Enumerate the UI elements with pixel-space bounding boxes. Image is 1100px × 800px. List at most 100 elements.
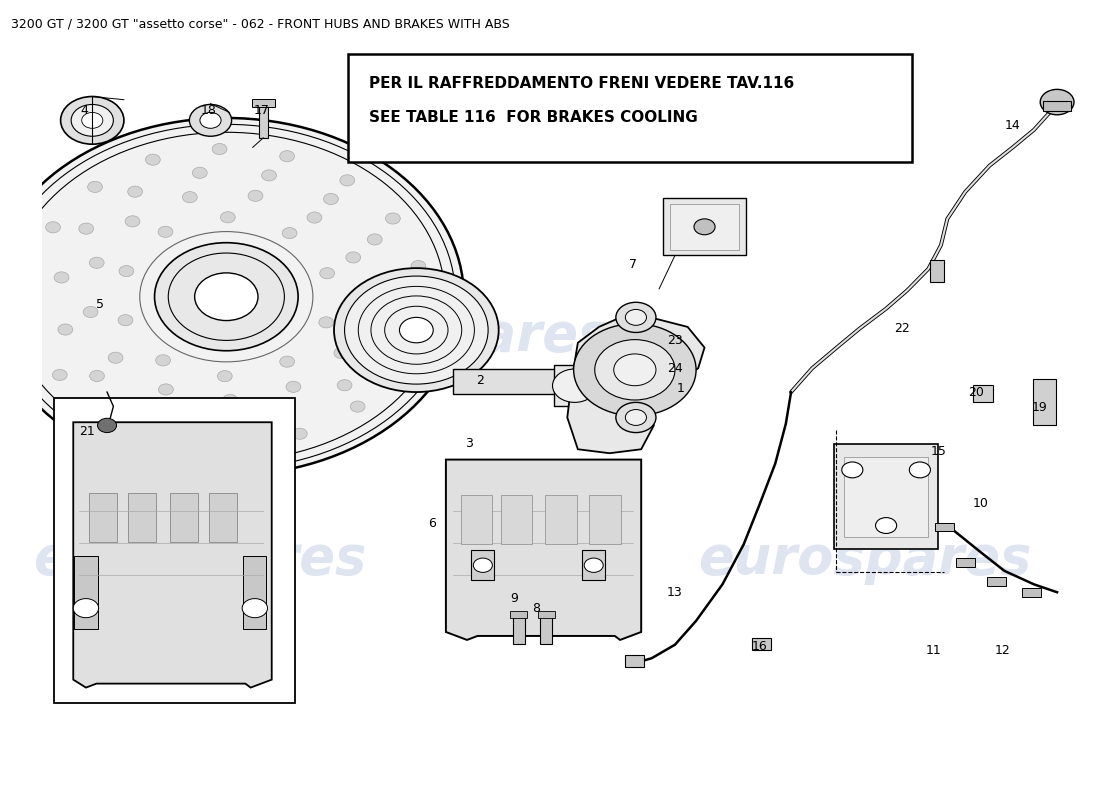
Circle shape bbox=[189, 105, 232, 136]
Circle shape bbox=[58, 324, 73, 335]
Circle shape bbox=[158, 384, 174, 395]
Bar bbox=[1022, 588, 1042, 597]
Bar bbox=[129, 493, 155, 542]
Circle shape bbox=[74, 598, 99, 618]
Text: 19: 19 bbox=[1032, 402, 1047, 414]
Circle shape bbox=[350, 401, 365, 412]
Circle shape bbox=[226, 439, 241, 450]
Circle shape bbox=[192, 167, 207, 178]
Circle shape bbox=[24, 270, 40, 282]
Circle shape bbox=[54, 272, 69, 283]
Circle shape bbox=[145, 154, 161, 166]
Circle shape bbox=[128, 186, 143, 198]
Bar bbox=[546, 494, 576, 544]
Text: 18: 18 bbox=[200, 103, 217, 117]
Circle shape bbox=[279, 408, 294, 419]
Circle shape bbox=[98, 418, 117, 433]
Circle shape bbox=[338, 380, 352, 390]
Bar bbox=[54, 398, 295, 703]
Circle shape bbox=[320, 268, 334, 279]
Circle shape bbox=[283, 227, 297, 238]
Circle shape bbox=[323, 194, 339, 205]
Circle shape bbox=[60, 97, 124, 144]
Bar bbox=[209, 493, 236, 542]
Circle shape bbox=[218, 370, 232, 382]
Circle shape bbox=[212, 143, 227, 154]
Circle shape bbox=[154, 242, 298, 350]
Circle shape bbox=[1041, 90, 1074, 114]
Polygon shape bbox=[74, 422, 272, 687]
Circle shape bbox=[393, 361, 407, 372]
Circle shape bbox=[319, 317, 333, 328]
Text: 12: 12 bbox=[994, 644, 1010, 657]
Circle shape bbox=[79, 223, 94, 234]
Circle shape bbox=[26, 322, 42, 333]
Circle shape bbox=[344, 276, 488, 384]
Circle shape bbox=[144, 403, 158, 414]
Circle shape bbox=[385, 284, 400, 295]
Polygon shape bbox=[446, 459, 641, 640]
Circle shape bbox=[72, 105, 113, 136]
Text: 3200 GT / 3200 GT "assetto corse" - 062 - FRONT HUBS AND BRAKES WITH ABS: 3200 GT / 3200 GT "assetto corse" - 062 … bbox=[11, 18, 509, 30]
Circle shape bbox=[119, 266, 134, 277]
Circle shape bbox=[411, 261, 426, 272]
Circle shape bbox=[158, 432, 173, 442]
Text: 5: 5 bbox=[96, 298, 103, 311]
Circle shape bbox=[279, 356, 295, 367]
Text: 7: 7 bbox=[629, 258, 637, 271]
Bar bbox=[538, 611, 554, 618]
Circle shape bbox=[573, 324, 696, 416]
Text: eurospares: eurospares bbox=[276, 310, 609, 362]
Circle shape bbox=[88, 182, 102, 193]
Circle shape bbox=[220, 212, 235, 223]
Circle shape bbox=[211, 417, 226, 428]
Circle shape bbox=[473, 558, 493, 572]
Circle shape bbox=[84, 306, 98, 318]
Circle shape bbox=[156, 354, 170, 366]
Bar bbox=[540, 614, 552, 644]
Bar bbox=[670, 204, 739, 250]
Bar bbox=[75, 556, 98, 629]
Text: 11: 11 bbox=[926, 644, 942, 657]
Circle shape bbox=[375, 336, 389, 347]
Circle shape bbox=[616, 402, 656, 433]
Text: 4: 4 bbox=[80, 103, 88, 117]
Bar bbox=[930, 260, 944, 282]
Bar bbox=[590, 494, 621, 544]
Text: eurospares: eurospares bbox=[698, 533, 1032, 585]
Text: PER IL RAFFREDDAMENTO FRENI VEDERE TAV.116: PER IL RAFFREDDAMENTO FRENI VEDERE TAV.1… bbox=[368, 76, 794, 91]
Text: 15: 15 bbox=[931, 445, 947, 458]
Circle shape bbox=[614, 354, 656, 386]
Bar bbox=[553, 365, 596, 406]
Circle shape bbox=[89, 258, 104, 268]
Bar bbox=[935, 522, 954, 531]
Bar bbox=[752, 638, 771, 650]
Bar bbox=[626, 654, 645, 666]
Text: 20: 20 bbox=[968, 386, 983, 398]
Circle shape bbox=[183, 192, 197, 202]
Bar bbox=[471, 550, 495, 580]
Circle shape bbox=[355, 301, 371, 312]
Text: 9: 9 bbox=[510, 592, 518, 605]
Bar bbox=[988, 577, 1007, 586]
Circle shape bbox=[595, 340, 675, 400]
Circle shape bbox=[81, 113, 102, 128]
Circle shape bbox=[694, 219, 715, 234]
Bar bbox=[252, 98, 275, 107]
Bar bbox=[663, 198, 746, 255]
Bar bbox=[500, 494, 532, 544]
Polygon shape bbox=[568, 314, 704, 454]
Circle shape bbox=[195, 273, 258, 321]
Bar bbox=[844, 457, 928, 537]
Circle shape bbox=[242, 598, 267, 618]
Text: 10: 10 bbox=[974, 497, 989, 510]
Bar bbox=[453, 369, 580, 394]
Text: 16: 16 bbox=[751, 640, 768, 653]
Text: 23: 23 bbox=[667, 334, 683, 347]
Circle shape bbox=[125, 216, 140, 227]
Text: 22: 22 bbox=[894, 322, 910, 335]
Circle shape bbox=[584, 558, 603, 572]
Circle shape bbox=[53, 370, 67, 381]
Bar bbox=[513, 614, 525, 644]
Text: 24: 24 bbox=[667, 362, 683, 374]
